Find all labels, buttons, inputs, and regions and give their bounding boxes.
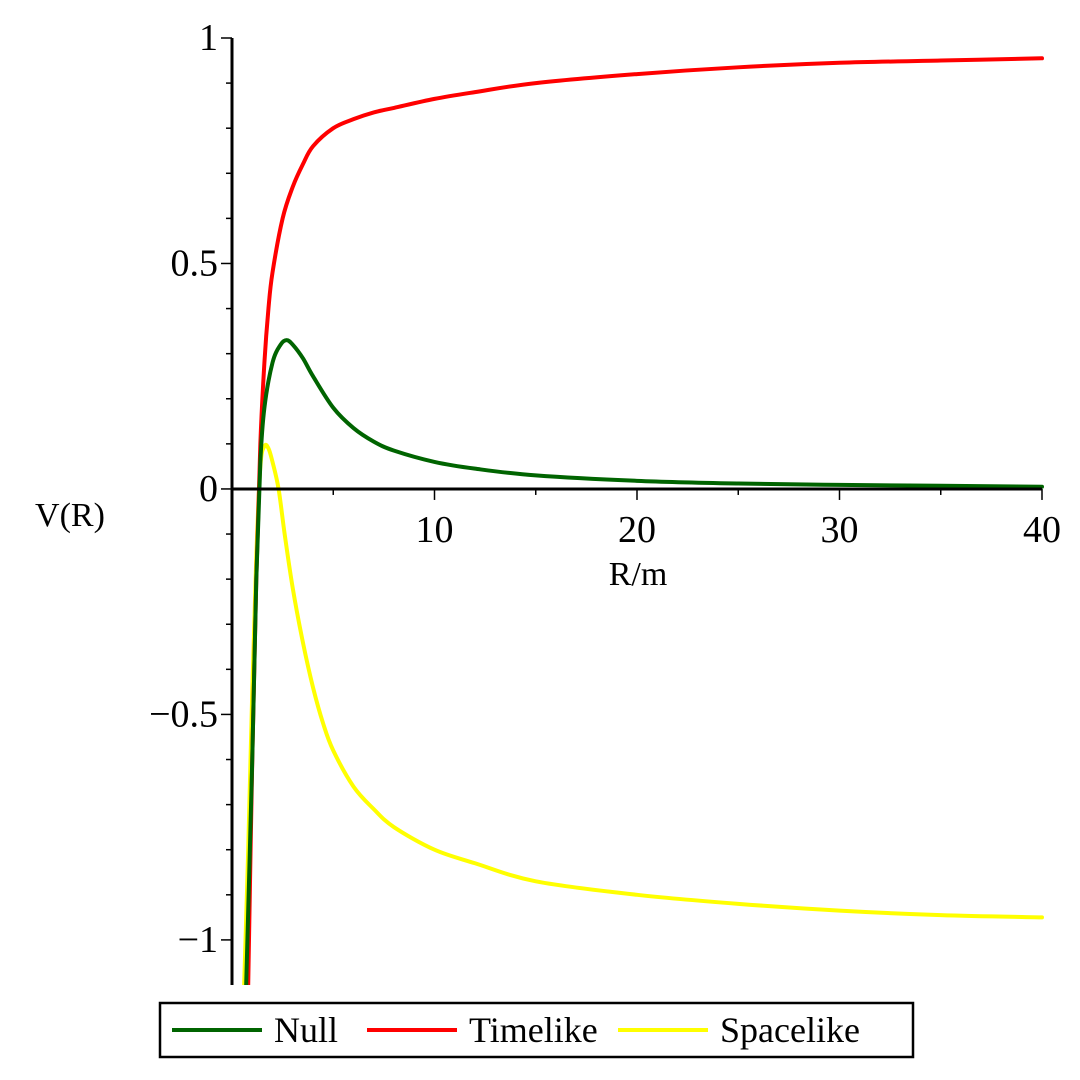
- legend: Null Timelike Spacelike: [158, 1001, 915, 1059]
- legend-label-null: Null: [274, 1010, 338, 1050]
- y-axis-title: V(R): [35, 497, 105, 534]
- y-tick-label: 0: [199, 468, 218, 510]
- legend-label-timelike: Timelike: [469, 1010, 598, 1050]
- x-tick-label: 10: [416, 509, 454, 551]
- y-tick-label: −1: [178, 919, 218, 961]
- x-tick-label: 30: [821, 509, 859, 551]
- series-line-null: [244, 338, 1044, 985]
- x-tick-label: 20: [618, 509, 656, 551]
- y-tick-label: 0.5: [171, 242, 219, 284]
- labels-layer: 10 20 30 40 1 0.5 0 −0.5 −1 R/m V(R): [35, 17, 1061, 961]
- y-tick-label: 1: [199, 17, 218, 59]
- x-axis-title: R/m: [609, 556, 668, 593]
- legend-label-spacelike: Spacelike: [720, 1010, 860, 1050]
- y-tick-label: −0.5: [149, 693, 218, 735]
- x-tick-label: 40: [1023, 509, 1061, 551]
- axes-layer: [221, 37, 1043, 985]
- legend-box: [158, 1001, 915, 1059]
